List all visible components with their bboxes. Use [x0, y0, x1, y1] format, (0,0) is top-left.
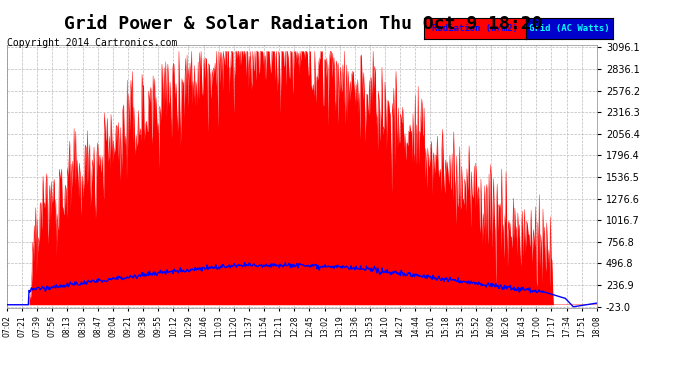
Text: Copyright 2014 Cartronics.com: Copyright 2014 Cartronics.com [7, 38, 177, 48]
Text: Grid (AC Watts): Grid (AC Watts) [529, 24, 610, 33]
Text: Grid Power & Solar Radiation Thu Oct 9 18:20: Grid Power & Solar Radiation Thu Oct 9 1… [64, 15, 543, 33]
Text: Radiation (w/m2): Radiation (w/m2) [433, 24, 518, 33]
